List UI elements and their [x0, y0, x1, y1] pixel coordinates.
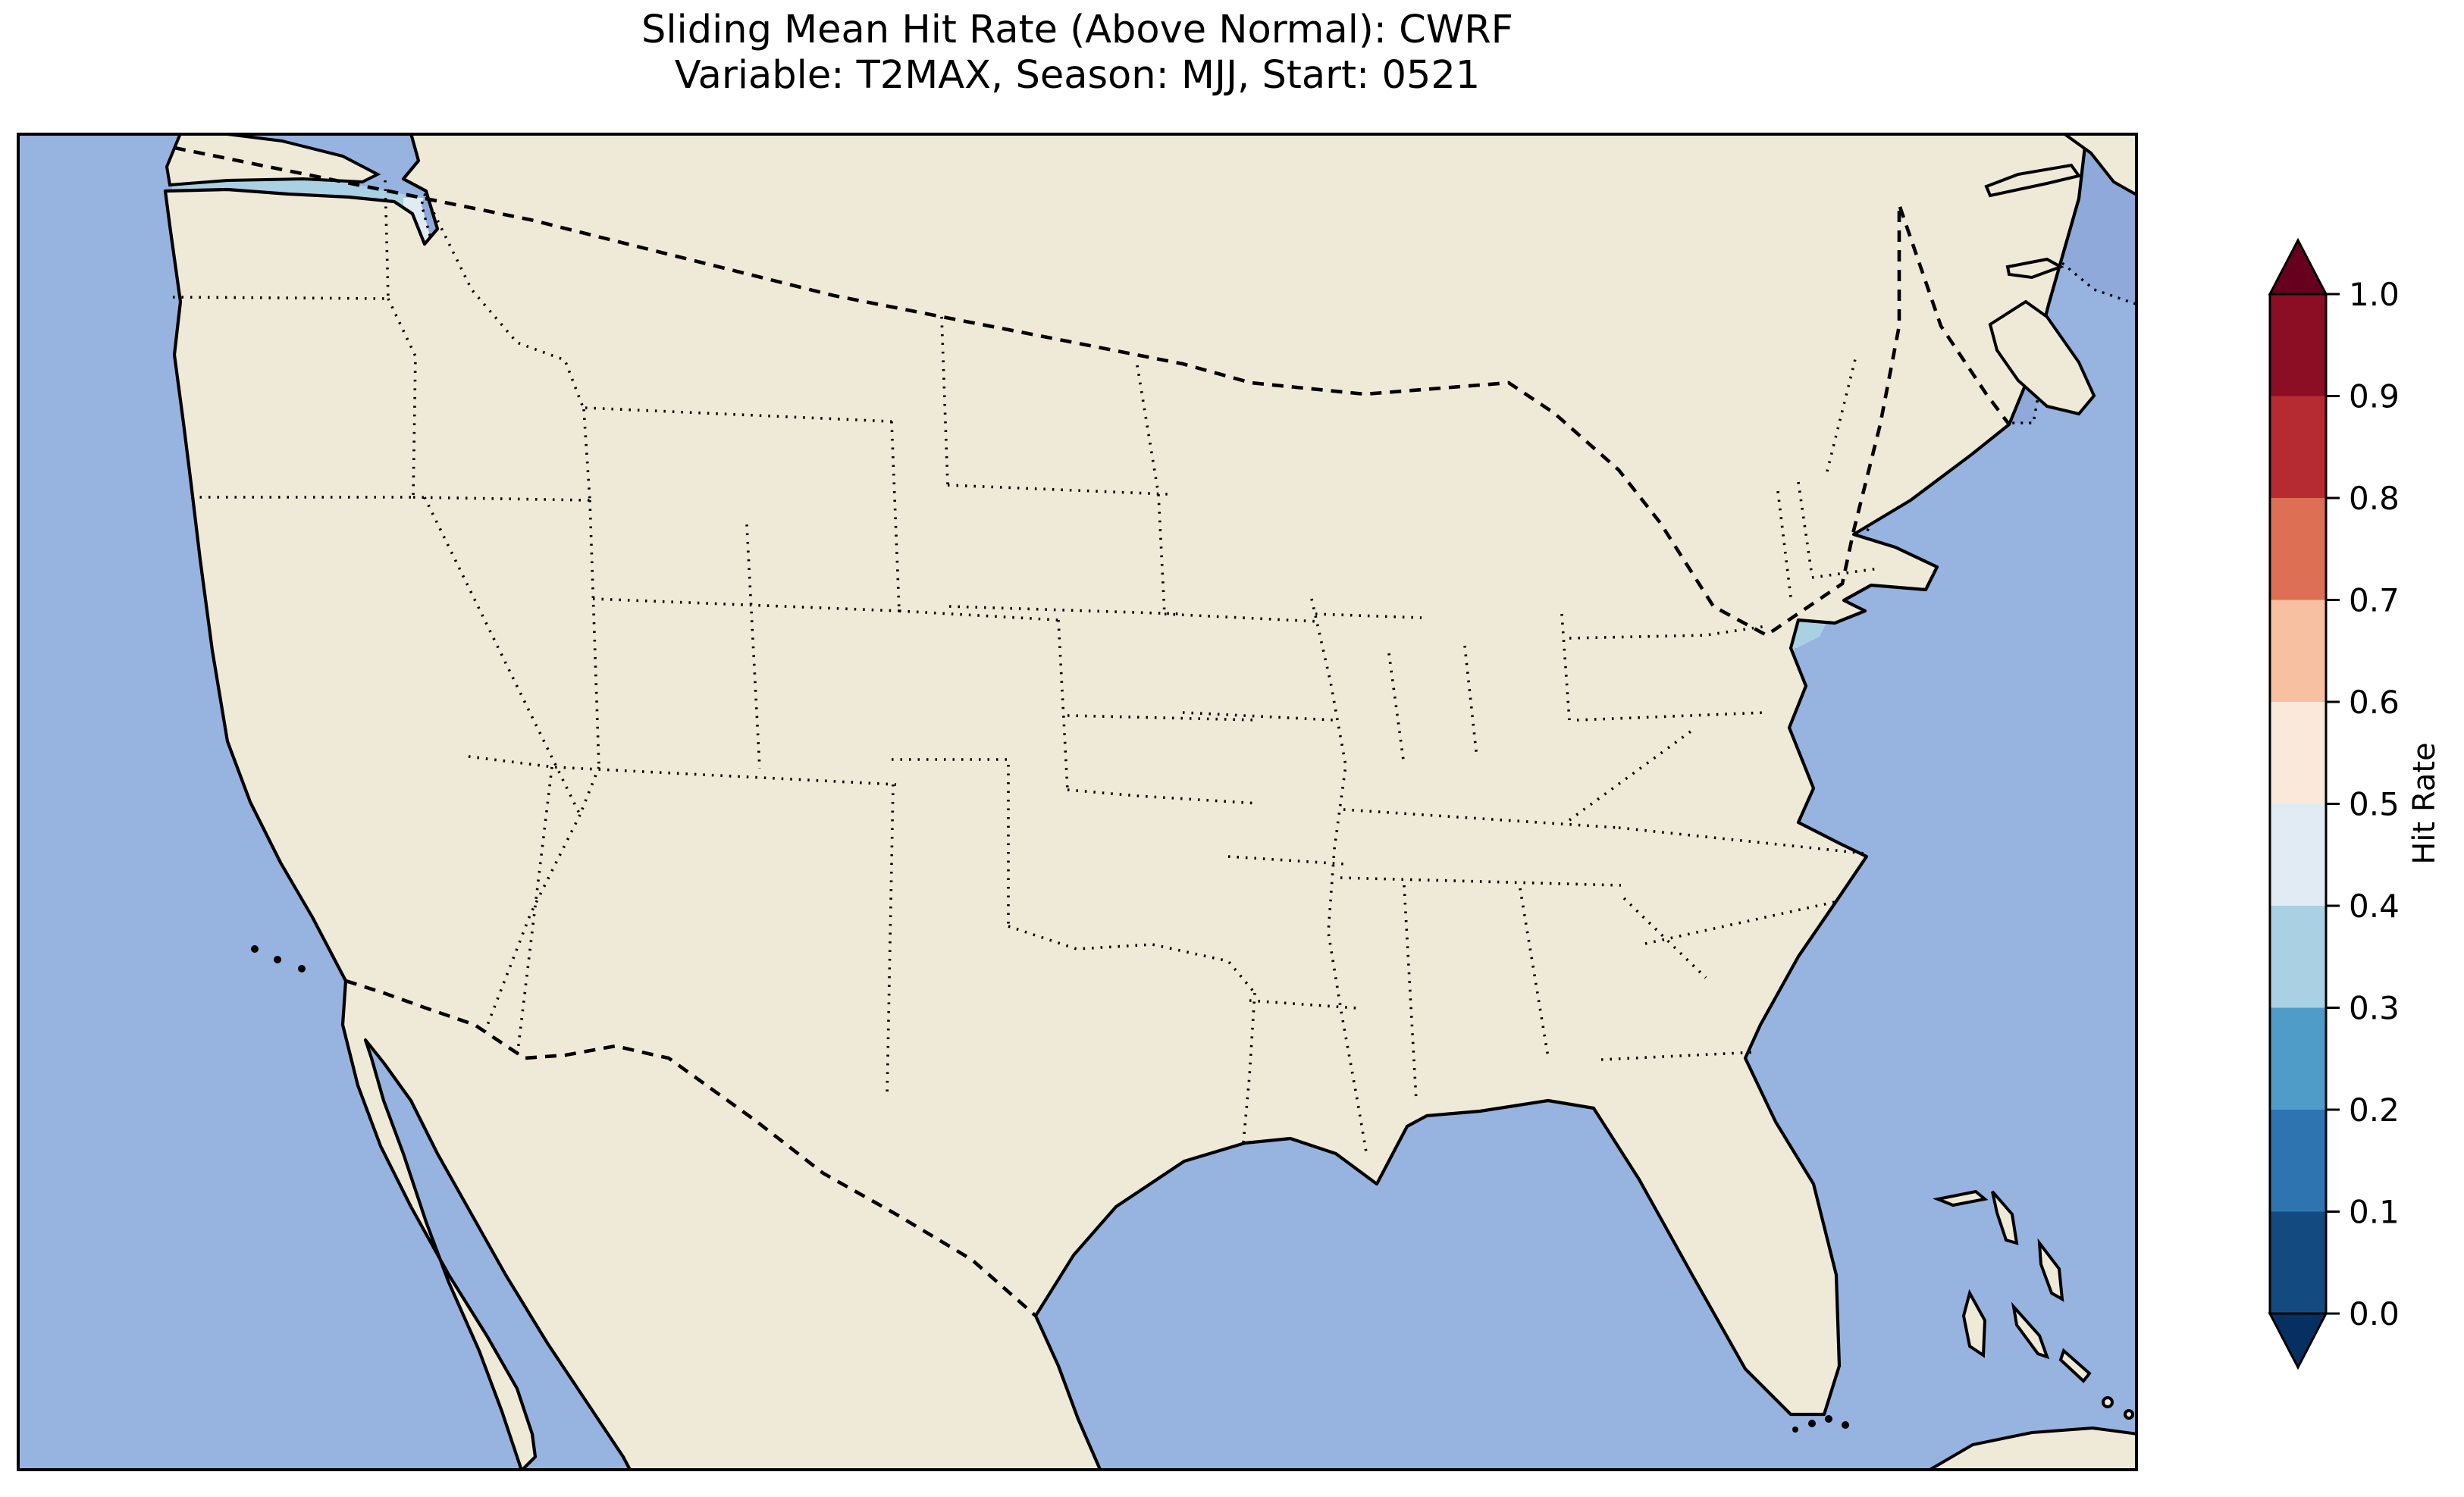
eleuthera — [2037, 1238, 2064, 1302]
colorbar-tick-label: 0.7 — [2349, 582, 2400, 619]
prince-edward-island — [2005, 257, 2064, 280]
colorbar-tick-label: 0.2 — [2349, 1091, 2400, 1129]
nova-scotia — [1988, 299, 2096, 416]
anticosti-island — [1984, 163, 2082, 198]
state-borders — [172, 180, 1879, 1153]
colorbar-tick-label: 0.9 — [2349, 378, 2400, 415]
colorbar-segment — [2270, 1007, 2326, 1110]
colorbar-svg: 1.0 0.9 0.8 0.7 0.6 0.5 0.4 0.3 0.2 0.1 0.0 — [2268, 237, 2400, 1370]
colorbar-tick-label: 0.0 — [2349, 1295, 2400, 1333]
colorbar-tick-label: 0.5 — [2349, 786, 2400, 823]
bahama-cay — [2124, 1409, 2134, 1420]
islands — [165, 133, 2138, 1471]
colorbar-segment — [2270, 600, 2326, 703]
map-frame — [17, 133, 2138, 1471]
page-title-line2: Variable: T2MAX, Season: MJJ, Start: 052… — [674, 52, 1481, 98]
colorbar-segment — [2270, 906, 2326, 1009]
colorbar-under-arrow — [2268, 1312, 2328, 1370]
colorbar-segment — [2270, 294, 2326, 397]
small-island-marks — [251, 945, 1849, 1433]
colorbar: 1.0 0.9 0.8 0.7 0.6 0.5 0.4 0.3 0.2 0.1 0.0 — [2244, 227, 2464, 1458]
figure-title: Sliding Mean Hit Rate (Above Normal): CW… — [17, 8, 2138, 98]
colorbar-segment — [2270, 498, 2326, 601]
colorbar-tick-label: 0.1 — [2349, 1194, 2400, 1231]
colorbar-segment — [2270, 1110, 2326, 1213]
colorbar-tick-label: 0.6 — [2349, 684, 2400, 721]
cuba — [1924, 1426, 2138, 1471]
andros — [1961, 1289, 1987, 1358]
long-island-bahamas — [2058, 1348, 2092, 1383]
vancouver-island — [165, 133, 381, 187]
colorbar-over-arrow — [2268, 237, 2328, 296]
colorbar-segment — [2270, 803, 2326, 907]
colorbar-segment — [2270, 702, 2326, 805]
colorbar-axis-label: Hit Rate — [2407, 742, 2442, 865]
grand-bahama — [1933, 1189, 1989, 1207]
exuma — [2011, 1301, 2050, 1360]
us-canada-border — [174, 146, 2011, 637]
colorbar-segment — [2270, 396, 2326, 499]
abaco — [1991, 1190, 2019, 1245]
page-title-line1: Sliding Mean Hit Rate (Above Normal): CW… — [641, 8, 1513, 52]
colorbar-tick-label: 0.8 — [2349, 480, 2400, 517]
colorbar-segment — [2270, 1211, 2326, 1314]
colorbar-tick-label: 0.3 — [2349, 990, 2400, 1027]
colorbar-tick-label: 0.4 — [2349, 888, 2400, 925]
us-mexico-border — [345, 979, 1037, 1317]
bahama-cay — [2102, 1396, 2114, 1408]
colorbar-tick-label: 1.0 — [2349, 276, 2400, 313]
